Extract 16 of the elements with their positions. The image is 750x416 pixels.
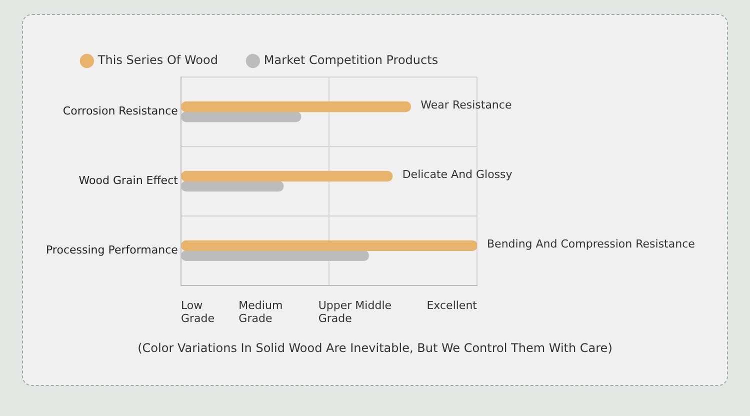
annotation: Wear Resistance [420, 98, 512, 112]
bar [181, 240, 477, 251]
bar [181, 101, 412, 112]
text: Medium Grade [238, 299, 284, 325]
bar [181, 170, 393, 182]
text: Excellent [426, 299, 477, 314]
y-tick-label: Wood Grain Effect [78, 174, 179, 188]
legend-label: This Series Of Wood [96, 53, 218, 68]
text: (Color Variations In Solid Wood Are Inevitable, But We Control Them With Care) [136, 341, 614, 355]
legend-label: Market Competition Products [264, 53, 438, 68]
y-tick-label: Corrosion Resistance [62, 104, 178, 118]
annotation: Delicate And Glossy [402, 168, 513, 182]
text: Low Grade [180, 299, 216, 325]
y-tick-label: Processing Performance [46, 244, 178, 257]
annotation: Bending And Compression Resistance [487, 238, 696, 251]
text: Upper Middle Grade [318, 299, 393, 325]
